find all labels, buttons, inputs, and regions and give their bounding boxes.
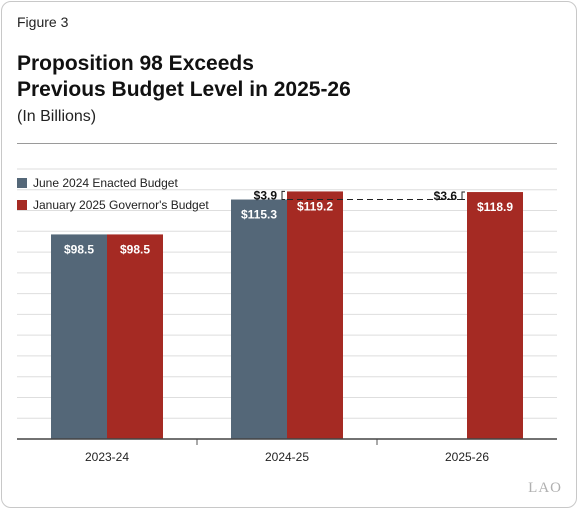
bar-2023-24-s0 xyxy=(51,234,107,439)
chart-title-line-2: Previous Budget Level in 2025-26 xyxy=(17,78,351,101)
legend: June 2024 Enacted Budget January 2025 Go… xyxy=(17,172,209,216)
bar-2024-25-s1 xyxy=(287,191,343,439)
bar-2025-26-s1 xyxy=(467,192,523,439)
difference-bracket xyxy=(281,190,285,201)
title-divider xyxy=(17,143,557,144)
difference-label: $3.6 xyxy=(434,189,458,203)
legend-label-governors: January 2025 Governor's Budget xyxy=(33,198,209,212)
data-label: $118.9 xyxy=(477,200,513,214)
x-tick-label: 2023-24 xyxy=(85,450,129,464)
chart-title-line-1: Proposition 98 Exceeds xyxy=(17,52,254,75)
data-label: $98.5 xyxy=(120,242,150,256)
difference-bracket xyxy=(461,191,465,201)
lao-logo: LAO xyxy=(528,480,562,496)
difference-label: $3.9 xyxy=(254,188,278,202)
x-tick-label: 2024-25 xyxy=(265,450,309,464)
legend-swatch-enacted xyxy=(17,178,27,188)
legend-item-enacted: June 2024 Enacted Budget xyxy=(17,172,209,194)
x-tick-label: 2025-26 xyxy=(445,450,489,464)
figure-label: Figure 3 xyxy=(17,14,69,30)
legend-item-governors: January 2025 Governor's Budget xyxy=(17,194,209,216)
chart-title: Proposition 98 Exceeds Previous Budget L… xyxy=(17,51,351,103)
data-label: $119.2 xyxy=(297,199,333,213)
bar-2023-24-s1 xyxy=(107,234,163,439)
data-label: $115.3 xyxy=(241,208,277,222)
chart-subtitle: (In Billions) xyxy=(17,108,97,125)
legend-label-enacted: June 2024 Enacted Budget xyxy=(33,176,178,190)
bar-2024-25-s0 xyxy=(231,199,287,439)
data-label: $98.5 xyxy=(64,242,94,256)
legend-swatch-governors xyxy=(17,200,27,210)
